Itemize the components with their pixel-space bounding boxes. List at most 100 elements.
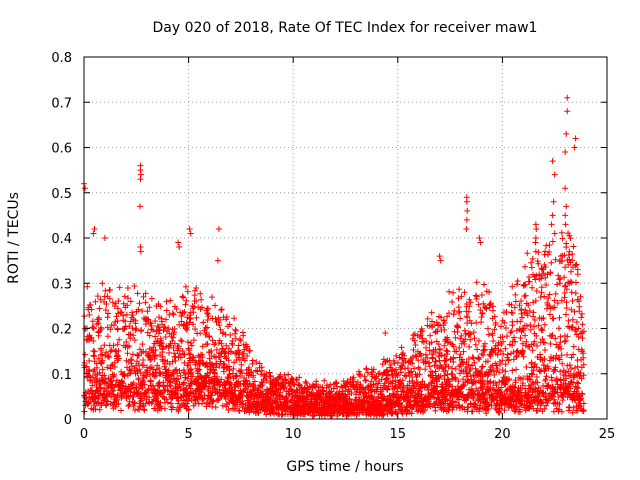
data-point [552, 290, 559, 297]
data-point [121, 293, 128, 300]
data-point [199, 304, 206, 311]
data-point [124, 343, 131, 350]
data-point [205, 313, 212, 320]
data-point [131, 399, 138, 406]
data-point [96, 305, 103, 312]
data-point [504, 351, 511, 358]
data-point [138, 397, 145, 404]
data-point [446, 288, 453, 295]
data-point [227, 332, 234, 339]
data-point [472, 379, 479, 386]
data-point [107, 326, 114, 333]
data-point [393, 371, 400, 378]
data-point [136, 366, 143, 373]
data-point [152, 333, 159, 340]
data-point [530, 405, 537, 412]
data-point [124, 285, 131, 291]
data-point [398, 402, 405, 409]
data-point [126, 401, 133, 408]
data-point [441, 319, 448, 326]
data-point [524, 250, 531, 257]
data-point [502, 361, 509, 368]
data-point [566, 361, 573, 368]
data-point [522, 281, 529, 288]
data-point [151, 351, 158, 358]
data-point [186, 350, 193, 357]
data-point [562, 337, 569, 344]
y-tick-label: 0.1 [51, 368, 72, 383]
data-point [444, 371, 451, 378]
data-point [184, 288, 191, 295]
data-point [103, 349, 110, 356]
data-point [88, 306, 95, 313]
data-point [463, 225, 470, 232]
data-point [494, 342, 501, 349]
data-point [576, 308, 583, 315]
data-point [177, 337, 184, 344]
data-point [254, 409, 261, 416]
data-point [202, 324, 209, 331]
data-point [97, 384, 104, 391]
data-point [526, 308, 533, 315]
data-point [108, 362, 115, 369]
data-point [547, 269, 554, 276]
data-point [348, 389, 355, 396]
data-point [144, 308, 151, 315]
data-point [95, 328, 102, 335]
data-point [557, 376, 564, 383]
data-point [91, 225, 98, 232]
data-point [552, 355, 559, 362]
data-point [532, 297, 539, 304]
data-point [442, 367, 449, 374]
data-point [467, 336, 474, 343]
data-point [548, 377, 555, 384]
data-point [555, 272, 562, 279]
data-point [467, 366, 474, 373]
data-point [382, 330, 389, 337]
data-point [291, 381, 298, 388]
data-point [557, 385, 564, 392]
data-point [469, 408, 476, 415]
data-point [105, 310, 112, 317]
data-point [440, 386, 447, 393]
data-point [280, 383, 287, 390]
data-point [168, 372, 175, 379]
data-point [186, 312, 193, 319]
data-point [467, 299, 474, 306]
data-point [148, 295, 155, 302]
data-point [353, 391, 360, 398]
data-point [562, 185, 569, 192]
data-point [541, 321, 548, 328]
data-point [540, 270, 547, 277]
data-point [508, 302, 515, 309]
data-point [523, 323, 530, 330]
data-point [477, 402, 484, 409]
data-point [561, 338, 568, 345]
y-axis-label: ROTI / TECUs [6, 192, 22, 284]
data-point [552, 335, 559, 342]
data-point [196, 366, 203, 373]
data-point [111, 364, 118, 371]
data-point [199, 359, 206, 366]
data-point [509, 283, 516, 290]
data-point [126, 343, 133, 350]
data-point [570, 243, 577, 250]
data-point [131, 407, 138, 414]
data-point [197, 290, 204, 297]
data-point [541, 405, 548, 412]
data-point [123, 311, 130, 318]
data-point [99, 366, 106, 373]
data-point [580, 361, 587, 368]
data-point [490, 303, 497, 310]
data-point [572, 262, 579, 269]
data-point [416, 366, 423, 373]
data-point [98, 347, 105, 354]
data-point [540, 362, 547, 369]
data-point [563, 299, 570, 306]
data-point [214, 373, 221, 380]
data-point [490, 337, 497, 344]
data-point [189, 357, 196, 364]
data-point [456, 286, 463, 293]
data-point [456, 363, 463, 370]
data-point [363, 365, 370, 372]
